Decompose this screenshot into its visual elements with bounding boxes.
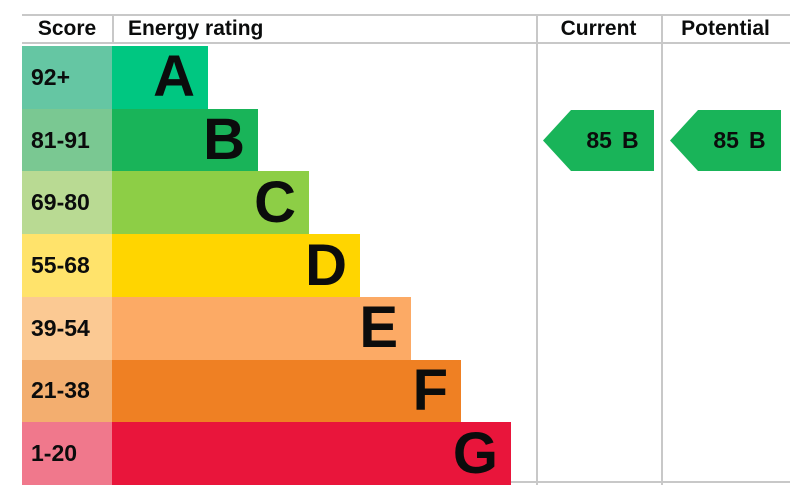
energy-rating-column-header: Energy rating	[128, 17, 264, 40]
band-row-e: 39-54 E	[22, 296, 536, 360]
band-g-bar: G	[112, 422, 511, 486]
band-f-bar: F	[112, 359, 461, 423]
potential-band-letter: B	[748, 126, 766, 153]
band-row-g: 1-20 G	[22, 422, 536, 486]
band-d-score: 55-68	[22, 234, 112, 297]
rating-bands: 92+ A 81-91 B 69-80 C 55-68 D 39-54 E 21…	[22, 46, 536, 486]
potential-score-value: 85	[713, 126, 739, 153]
band-f-score: 21-38	[22, 359, 112, 423]
band-e-bar: E	[112, 296, 411, 360]
band-row-a: 92+ A	[22, 46, 536, 109]
potential-rating-label: 85 B	[698, 110, 781, 171]
potential-rating-arrow: 85 B	[670, 109, 781, 171]
potential-column-divider	[661, 16, 663, 485]
chart-header: Score Energy rating Current Potential	[22, 16, 790, 44]
potential-column-header: Potential	[681, 17, 770, 40]
left-pointer-arrow-icon	[543, 109, 654, 171]
band-d-bar: D	[112, 234, 360, 297]
current-rating-label: 85 B	[571, 110, 654, 171]
band-a-score: 92+	[22, 46, 112, 109]
band-c-score: 69-80	[22, 171, 112, 235]
band-e-score: 39-54	[22, 296, 112, 360]
band-b-score: 81-91	[22, 108, 112, 172]
score-rating-divider	[112, 16, 114, 44]
band-row-c: 69-80 C	[22, 171, 536, 235]
band-row-f: 21-38 F	[22, 359, 536, 423]
band-b-bar: B	[112, 108, 258, 172]
left-pointer-arrow-icon	[670, 109, 781, 171]
band-c-bar: C	[112, 171, 309, 235]
current-band-letter: B	[621, 126, 639, 153]
band-g-score: 1-20	[22, 422, 112, 486]
current-column-header: Current	[560, 17, 637, 40]
band-row-d: 55-68 D	[22, 234, 536, 297]
current-rating-arrow: 85 B	[543, 109, 654, 171]
score-column-header: Score	[37, 17, 97, 40]
current-column-divider	[536, 16, 538, 485]
band-a-bar: A	[112, 46, 208, 109]
current-score-value: 85	[586, 126, 612, 153]
epc-rating-chart: Score Energy rating Current Potential 92…	[22, 14, 790, 486]
band-row-b: 81-91 B	[22, 108, 536, 172]
